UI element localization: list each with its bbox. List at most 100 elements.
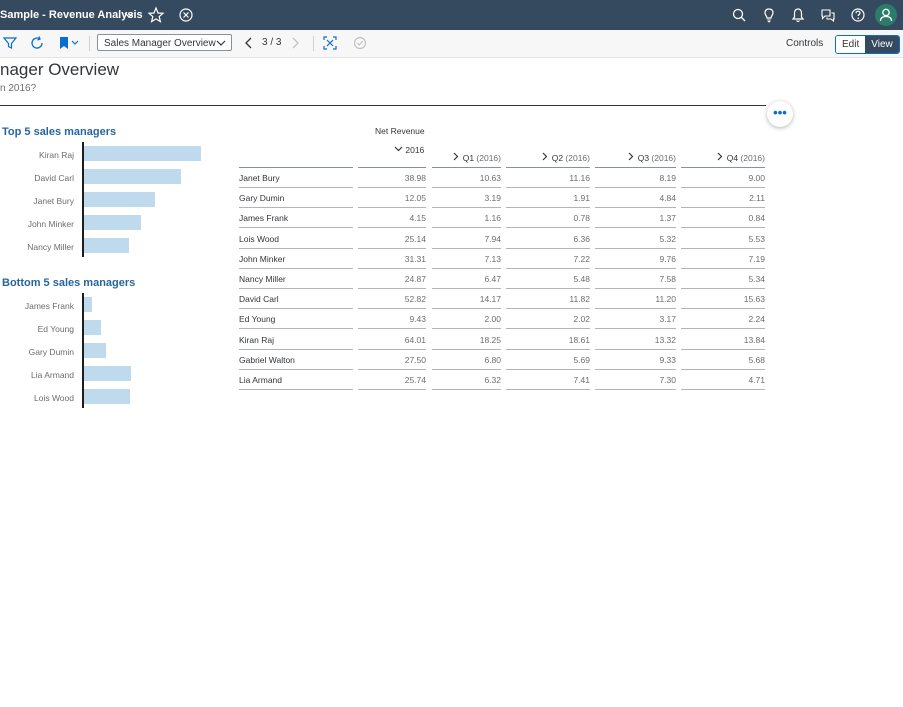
table-line [358, 348, 426, 350]
bar-label: Gary Dumin [28, 347, 74, 357]
quarter-header[interactable]: Q3 (2016) [627, 152, 676, 163]
value-cell: 3.17 [659, 314, 676, 325]
value-cell: 5.68 [748, 354, 765, 365]
bar[interactable] [84, 215, 142, 230]
value-cell: 31.31 [404, 253, 426, 264]
table-line [681, 267, 765, 269]
value-cell: 6.80 [484, 354, 501, 365]
value-cell: 15.63 [743, 294, 765, 305]
bar[interactable] [84, 366, 132, 381]
table-line [506, 348, 590, 350]
value-cell: 5.69 [573, 354, 590, 365]
value-cell: 8.19 [659, 173, 676, 183]
chevron-down-icon [394, 146, 403, 152]
filter-icon[interactable] [2, 35, 18, 51]
table-line [239, 267, 353, 269]
bar-label: James Frank [24, 301, 74, 311]
search-icon[interactable] [730, 6, 748, 24]
value-cell: 11.82 [569, 294, 590, 305]
close-circle-icon[interactable] [177, 6, 195, 24]
value-cell: 7.94 [484, 233, 501, 244]
bar-label: Lia Armand [31, 370, 74, 380]
manager-name-cell: David Carl [239, 294, 279, 305]
table-line [506, 328, 590, 330]
star-icon[interactable] [147, 6, 165, 24]
previous-page-icon[interactable] [241, 35, 257, 51]
table-line [432, 328, 501, 330]
value-cell: 25.14 [404, 233, 426, 244]
table-line [358, 207, 426, 209]
table-line [506, 187, 590, 188]
quarter-label: Q3 [637, 153, 650, 163]
table-line [239, 308, 353, 310]
page-title: nager Overview [0, 60, 120, 79]
page-subtitle: n 2016? [0, 83, 37, 94]
quarter-year: (2016) [740, 153, 765, 163]
toolbar-divider [89, 36, 90, 51]
value-cell: 7.41 [573, 375, 590, 385]
value-cell: 5.53 [748, 233, 765, 244]
controls-button[interactable]: Controls [786, 38, 824, 49]
table-line [506, 247, 590, 249]
manager-name-cell: Gabriel Walton [239, 354, 295, 365]
table-line [358, 389, 426, 390]
lightbulb-icon[interactable] [760, 6, 778, 24]
manager-name-cell: Kiran Raj [239, 334, 274, 345]
bar[interactable] [84, 343, 107, 358]
bell-icon[interactable] [789, 6, 807, 24]
next-page-icon[interactable] [287, 35, 303, 51]
table-line [432, 227, 501, 229]
table-line [595, 389, 676, 390]
help-icon[interactable] [849, 6, 867, 24]
value-cell: 2.02 [573, 314, 590, 325]
chevron-right-icon [628, 152, 634, 161]
table-line [595, 267, 676, 269]
refresh-icon[interactable] [29, 35, 45, 51]
value-cell: 13.84 [743, 334, 765, 345]
fullscreen-icon[interactable] [322, 35, 338, 51]
value-cell: 7.13 [484, 253, 501, 264]
edit-button[interactable]: Edit [836, 36, 866, 53]
avatar[interactable] [875, 4, 897, 26]
table-line [681, 288, 765, 289]
page-select[interactable]: Sales Manager Overview [97, 34, 232, 51]
quarter-header[interactable]: Q1 (2016) [452, 152, 501, 163]
view-button[interactable]: View [865, 36, 899, 53]
page-select-value: Sales Manager Overview [104, 38, 216, 49]
value-cell: 12.05 [404, 193, 426, 204]
more-icon: ••• [773, 105, 787, 120]
bar[interactable] [84, 146, 201, 161]
manager-name-cell: Gary Dumin [239, 193, 285, 204]
chat-icon[interactable] [819, 6, 837, 24]
app-title[interactable]: Sample - Revenue Analysis [0, 9, 143, 21]
table-line [595, 227, 676, 229]
manager-name-cell: Ed Young [239, 314, 276, 325]
bar-label: John Minker [27, 219, 74, 229]
bar[interactable] [84, 169, 181, 184]
table-line [432, 267, 501, 269]
table-line [595, 207, 676, 209]
check-circle-icon[interactable] [352, 35, 368, 51]
bar[interactable] [84, 389, 130, 404]
table-line [506, 368, 590, 370]
table-line [432, 389, 501, 390]
quarter-header[interactable]: Q2 (2016) [541, 152, 590, 163]
more-options-button[interactable]: ••• [767, 101, 793, 127]
bar[interactable] [84, 192, 156, 207]
value-cell: 14.17 [479, 294, 501, 305]
table-line [358, 167, 426, 168]
bar[interactable] [84, 238, 130, 253]
value-cell: 7.19 [748, 253, 765, 264]
manager-name-cell: John Minker [239, 253, 286, 264]
table-line [506, 207, 590, 209]
table-line [681, 187, 765, 188]
table-line [358, 187, 426, 188]
value-cell: 1.91 [573, 193, 590, 204]
chevron-down-icon[interactable] [124, 9, 134, 21]
bar[interactable] [84, 297, 92, 312]
bar[interactable] [84, 320, 102, 335]
measure-header: Net Revenue [375, 126, 425, 136]
quarter-header[interactable]: Q4 (2016) [716, 152, 765, 163]
bookmark-icon[interactable] [57, 35, 83, 51]
year-header[interactable]: 2016 [394, 145, 424, 155]
